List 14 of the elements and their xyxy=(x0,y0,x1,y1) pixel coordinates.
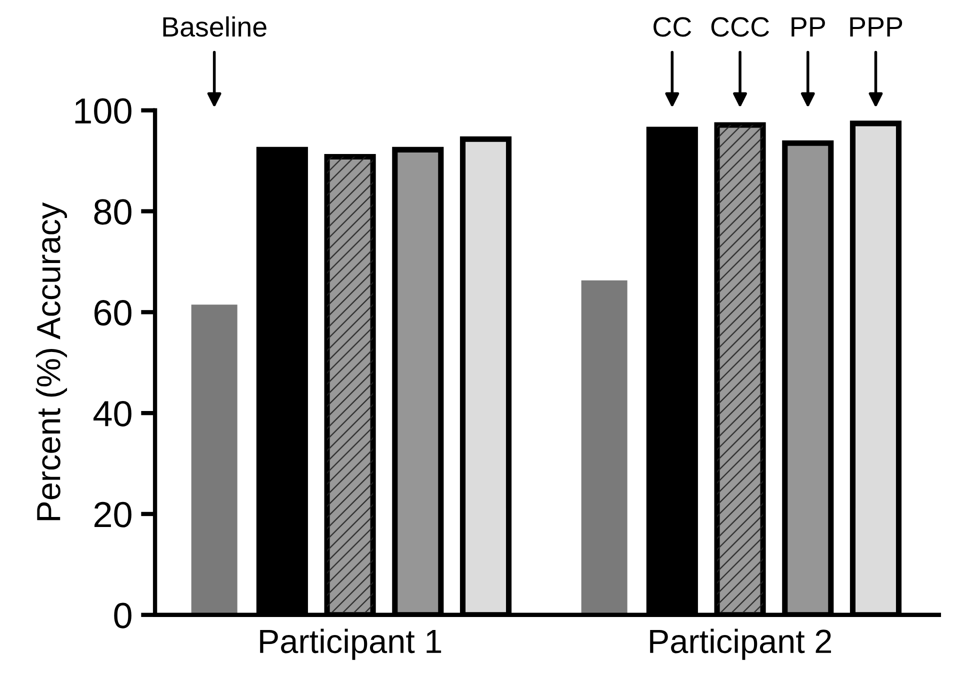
y-tick-label: 80 xyxy=(94,199,132,225)
y-tick-label: 0 xyxy=(114,602,132,628)
text: CCC xyxy=(711,17,770,37)
y-tick-label: 60 xyxy=(94,300,132,326)
x-tick-label: Participant 2 xyxy=(650,628,832,660)
y-axis-title: Percent (%) Accuracy xyxy=(36,202,68,520)
y-tick-label: 20 xyxy=(94,502,132,528)
y-tick-label: 100 xyxy=(75,98,132,124)
text: PP xyxy=(792,17,825,36)
y-tick-label: 40 xyxy=(93,400,132,427)
x-tick-label: Participant 1 xyxy=(260,628,442,660)
text: Baseline xyxy=(163,16,266,37)
text: PPP xyxy=(850,17,902,36)
text: CC xyxy=(654,17,692,37)
